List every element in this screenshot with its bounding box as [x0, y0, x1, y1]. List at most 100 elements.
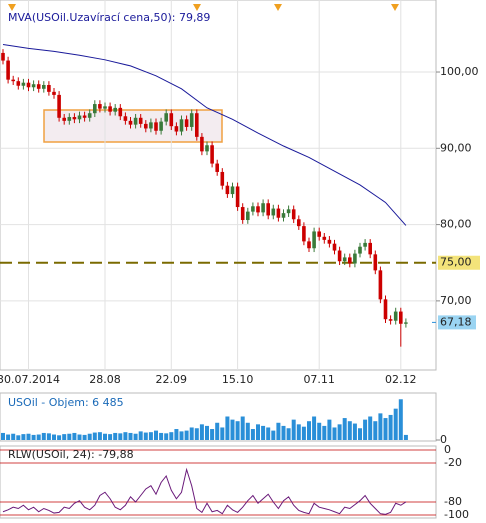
volume-bar	[332, 427, 337, 440]
candle-body	[363, 242, 367, 247]
volume-bar	[164, 433, 169, 440]
volume-bar	[87, 433, 92, 440]
volume-bar	[256, 424, 260, 440]
x-tick-label: 15.10	[222, 373, 254, 386]
candle-body	[251, 206, 255, 212]
candle-body	[174, 126, 179, 132]
volume-bar	[327, 419, 332, 440]
volume-bar	[31, 434, 36, 440]
y-tick-label: 100,00	[440, 65, 479, 78]
volume-bar	[128, 432, 133, 440]
volume-bar	[72, 432, 77, 440]
candle-body	[184, 119, 189, 127]
volume-bar	[358, 428, 362, 440]
volume-bar	[317, 422, 322, 440]
volume-bar	[41, 432, 46, 440]
volume-bar	[312, 416, 317, 440]
volume-bar	[383, 418, 388, 440]
candle-body	[200, 136, 204, 152]
candle-body	[138, 117, 143, 124]
candle-body	[317, 231, 321, 237]
candle-body	[297, 219, 301, 227]
volume-bar	[363, 419, 368, 440]
volume-bar	[271, 430, 276, 440]
y-tick-label: 80,00	[440, 218, 472, 231]
candle-body	[261, 203, 265, 213]
candle-body	[240, 207, 245, 221]
candle-body	[62, 117, 66, 121]
candle-body	[36, 84, 41, 89]
candle-body	[353, 253, 357, 264]
candle-body	[302, 226, 306, 242]
y-tick-label: 90,00	[440, 141, 472, 154]
candle-body	[26, 82, 31, 88]
candle-body	[67, 117, 72, 121]
moving-average	[2, 44, 407, 226]
volume-bar	[36, 434, 41, 440]
volume-bar	[230, 419, 235, 440]
candle-body	[230, 186, 235, 195]
volume-bar	[16, 435, 21, 440]
candle-body	[16, 81, 21, 86]
candle-body	[103, 106, 107, 109]
volume-bar	[245, 422, 250, 440]
candle-body	[307, 241, 311, 249]
volume-bar	[194, 428, 199, 440]
candle-body	[235, 186, 240, 208]
candle-body	[266, 203, 270, 216]
y-tick-label: -100	[444, 508, 469, 519]
candle-body	[220, 171, 225, 186]
candle-body	[72, 117, 77, 120]
volume-bar	[159, 432, 164, 440]
volume-bar	[113, 432, 118, 440]
volume-bar	[1, 432, 5, 440]
y-tick-label: 0	[444, 443, 451, 456]
volume-bar	[337, 424, 342, 440]
price-panel	[0, 0, 437, 371]
volume-bar	[266, 427, 271, 440]
candle-body	[179, 119, 184, 132]
candle-body	[133, 117, 138, 125]
volume-bar	[143, 432, 148, 440]
candle-body	[383, 299, 388, 320]
volume-bar	[352, 423, 357, 440]
candle-body	[225, 185, 230, 195]
candle-body	[215, 163, 219, 172]
candle-body	[322, 236, 327, 240]
candle-body	[205, 145, 209, 152]
last-price-box	[438, 315, 476, 330]
volume-bar	[148, 432, 153, 440]
candle-body	[31, 84, 36, 88]
candle-body	[47, 84, 51, 92]
volume-bar	[46, 433, 51, 440]
candle-body	[358, 246, 362, 254]
candle-body	[128, 120, 133, 125]
y-tick-label: 70,00	[440, 294, 472, 307]
candle-body	[113, 107, 117, 112]
candle-body	[388, 319, 393, 321]
ma-label: MVA(USOil.Uzavírací cena,50): 79,89	[8, 11, 210, 24]
candle-body	[118, 107, 123, 117]
candle-body	[256, 206, 260, 213]
volume-bar	[169, 432, 174, 440]
volume-bar	[403, 434, 408, 440]
volume-bar	[398, 399, 403, 440]
x-tick-label: 28.08	[89, 373, 121, 386]
volume-bar	[220, 427, 225, 440]
candle-body	[291, 209, 296, 220]
y-tick-label: -80	[444, 495, 462, 508]
volume-bar	[307, 421, 311, 440]
volume-bar	[57, 435, 62, 440]
volume-bar	[77, 434, 82, 440]
volume-bar	[189, 427, 194, 440]
volume-label: USOil - Objem: 6 485	[8, 396, 124, 409]
volume-bar	[199, 424, 204, 440]
x-tick-label: 30.07.2014	[0, 373, 60, 386]
candle-body	[286, 209, 291, 214]
candle-body	[149, 122, 153, 129]
volume-bar	[281, 425, 286, 440]
volume-bar	[82, 434, 87, 440]
candle-body	[77, 115, 82, 120]
candle-body	[21, 82, 26, 86]
volume-bar	[296, 424, 301, 440]
